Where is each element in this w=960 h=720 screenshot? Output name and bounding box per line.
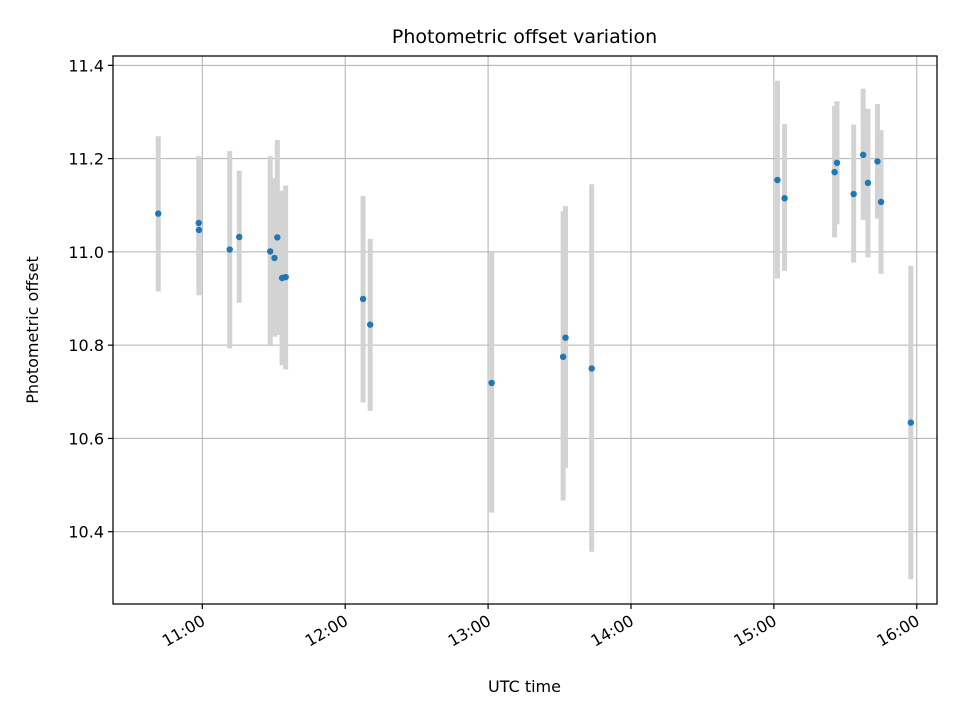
- data-point: [195, 219, 202, 227]
- data-point: [859, 151, 867, 159]
- data-point: [488, 379, 495, 387]
- y-tick-label: 11.2: [68, 150, 104, 169]
- data-point: [588, 365, 595, 372]
- data-point: [774, 176, 781, 184]
- data-point: [359, 295, 367, 303]
- chart-title: Photometric offset variation: [392, 26, 657, 48]
- data-point: [781, 195, 788, 202]
- y-axis-ticks: 10.4 10.6 10.8 11.0 11.2 11.4: [68, 56, 113, 542]
- y-tick-label: 11.4: [68, 56, 104, 75]
- x-axis-title: UTC time: [488, 677, 561, 696]
- data-point: [195, 226, 203, 234]
- data-point: [226, 246, 233, 253]
- data-point: [155, 210, 162, 217]
- plot-frame: [112, 55, 938, 605]
- y-tick-label: 10.8: [68, 336, 104, 355]
- data-point: [864, 179, 872, 187]
- data-point: [850, 190, 857, 198]
- y-axis-title: Photometric offset: [23, 256, 42, 404]
- data-point: [907, 419, 915, 426]
- data-point: [271, 254, 278, 262]
- data-point: [877, 198, 885, 206]
- y-tick-label: 10.4: [68, 523, 104, 542]
- data-point: [236, 233, 243, 241]
- y-tick-label: 10.6: [68, 429, 104, 448]
- data-point: [833, 159, 841, 167]
- data-point: [874, 158, 881, 165]
- data-markers: [155, 151, 915, 426]
- y-tick-label: 11.0: [68, 243, 104, 262]
- data-point: [266, 248, 274, 255]
- data-point: [831, 168, 838, 176]
- data-point: [282, 273, 289, 281]
- grid-lines: [113, 56, 937, 604]
- data-point: [274, 234, 281, 241]
- data-point: [562, 334, 569, 341]
- data-point: [559, 353, 567, 361]
- data-point: [367, 321, 374, 328]
